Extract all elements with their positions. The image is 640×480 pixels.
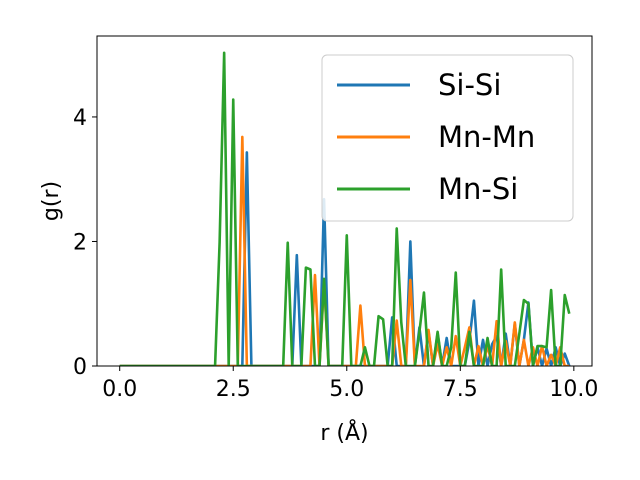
legend-label-mn-si: Mn-Si <box>438 172 518 206</box>
legend-label-si-si: Si-Si <box>438 68 501 102</box>
legend-label-mn-mn: Mn-Mn <box>438 120 535 154</box>
y-tick-label: 0 <box>73 355 87 380</box>
x-tick-label: 5.0 <box>329 377 364 402</box>
series-line-mn-si <box>119 51 571 366</box>
y-axis-label: g(r) <box>39 181 64 221</box>
y-tick-label: 4 <box>73 106 87 131</box>
legend: Si-Si Mn-Mn Mn-Si <box>321 54 574 222</box>
x-axis-label: r (Å) <box>320 419 368 446</box>
x-tick-label: 7.5 <box>443 377 478 402</box>
legend-box <box>321 54 574 222</box>
plot-frame <box>96 35 593 367</box>
y-tick-label: 2 <box>73 230 87 255</box>
x-tick-label: 0.0 <box>102 377 137 402</box>
x-tick-label: 2.5 <box>216 377 251 402</box>
x-tick-label: 10.0 <box>549 377 598 402</box>
